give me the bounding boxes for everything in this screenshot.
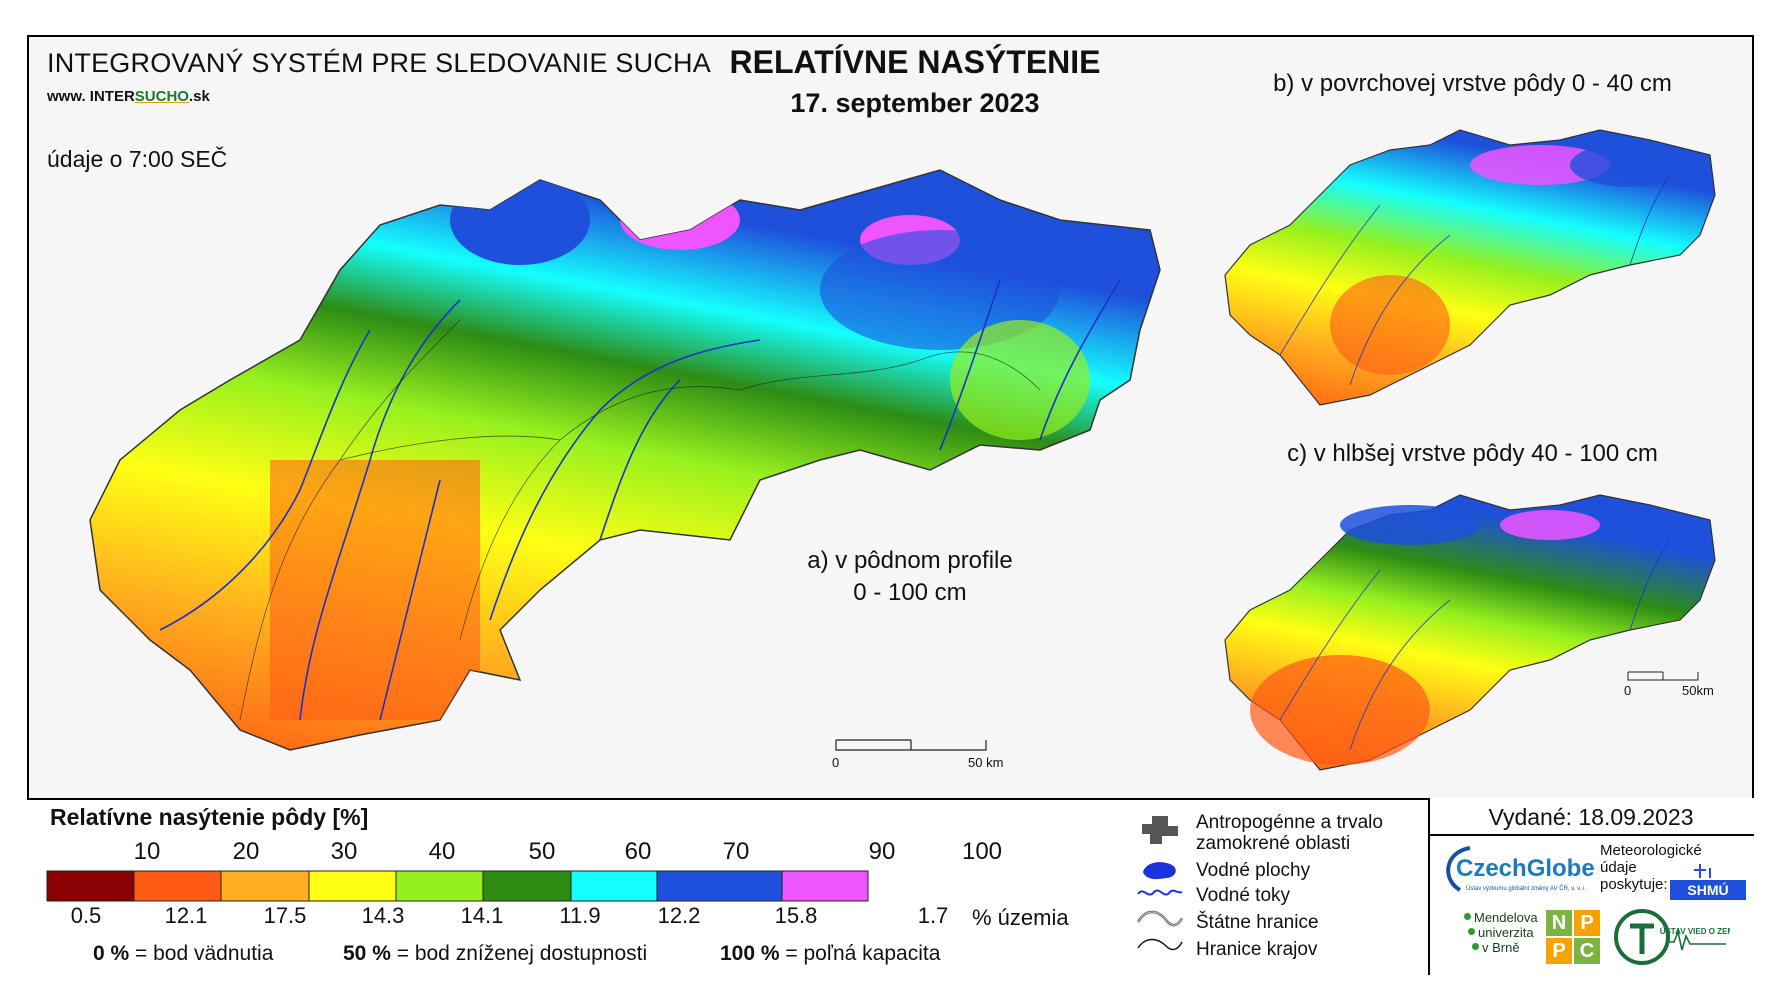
issued-date: Vydané: 18.09.2023 <box>1488 804 1694 830</box>
scale-main-end: 50 km <box>968 755 1004 770</box>
region-border-icon <box>1137 938 1183 951</box>
note-0-value: 0 % <box>93 942 130 965</box>
legend-water-bodies: Vodné plochy <box>1196 860 1311 881</box>
map-a-label: a) v pôdnom profile 0 - 100 cm <box>760 545 1060 609</box>
region-borders-a <box>239 319 1041 721</box>
legend-share-unit: % územia <box>972 905 1069 930</box>
meteo-provider: Meteorologické údaje poskytuje: <box>1600 842 1702 893</box>
uvz-name: ÚSTAV VIED O ZEMI <box>1660 927 1730 936</box>
legend-tick: 70 <box>722 838 750 865</box>
nppc-letter: P <box>1546 938 1572 964</box>
website-url[interactable]: www. INTERSUCHO.sk <box>47 88 210 105</box>
legend-swatch <box>133 870 222 902</box>
page-title: RELATÍVNE NASÝTENIE <box>729 44 1101 80</box>
legend-share: 11.9 <box>559 903 601 928</box>
water-body-icon <box>1143 862 1176 880</box>
note-100-value: 100 % <box>720 942 780 965</box>
czechglobe-name: CzechGlobe <box>1456 855 1595 882</box>
legend-share: 15.8 <box>774 903 818 928</box>
scale-bar-main <box>835 739 987 751</box>
scale-small-end: 50km <box>1682 683 1714 698</box>
map-date: 17. september 2023 <box>790 88 1040 118</box>
note-100-text: = poľná kapacita <box>785 942 941 965</box>
czechglobe-subtitle: Ústav výzkumu globální změny AV ČR, v. v… <box>1466 885 1586 892</box>
anthropogenic-area-icon <box>1142 816 1178 844</box>
legend-rivers: Vodné toky <box>1196 885 1291 906</box>
meteo-line1: Meteorologické <box>1600 842 1702 859</box>
legend-tick: 20 <box>232 838 260 865</box>
legend-swatch <box>220 870 310 902</box>
legend-anthropogenic-line1: Antropogénne a trvalo <box>1196 812 1383 833</box>
issued-divider <box>1428 834 1754 836</box>
legend-swatch <box>482 870 572 902</box>
map-a-label-line2: 0 - 100 cm <box>853 579 967 606</box>
legend-share: 12.1 <box>164 903 208 928</box>
legend-tick: 10 <box>133 838 161 865</box>
rivers-a <box>159 279 1121 721</box>
note-50-value: 50 % <box>343 942 391 965</box>
map-c-label: c) v hlbšej vrstve pôdy 40 - 100 cm <box>1287 440 1658 467</box>
legend-share: 12.2 <box>657 903 701 928</box>
legend-swatch <box>656 870 783 902</box>
map-b-label: b) v povrchovej vrstve pôdy 0 - 40 cm <box>1273 70 1672 97</box>
legend-tick: 90 <box>868 838 896 865</box>
czechglobe-swoosh-icon: CzechGlobe Ústav výzkumu globální změny … <box>1446 846 1595 892</box>
shmu-logo: SHMÚ <box>1670 864 1746 900</box>
legend-anthropogenic: Antropogénne a trvalo zamokrené oblasti <box>1196 812 1383 854</box>
nppc-logo: N P P C <box>1546 910 1602 966</box>
nppc-letter: N <box>1546 910 1572 936</box>
url-suffix: .sk <box>188 88 210 105</box>
legend-anthropogenic-line2: zamokrené oblasti <box>1196 833 1351 854</box>
map-a-soil-profile <box>89 169 1161 751</box>
state-border-icon <box>1136 910 1184 927</box>
scale-small-start: 0 <box>1624 683 1632 698</box>
legend-share: 17.5 <box>263 903 307 928</box>
mendel-line3: v Brně <box>1482 940 1520 955</box>
data-time: údaje o 7:00 SEČ <box>47 146 228 172</box>
legend-tick: 30 <box>330 838 358 865</box>
map-b-topsoil <box>1224 129 1716 406</box>
legend-colorbar <box>46 870 869 902</box>
legend-swatch <box>781 870 869 902</box>
meteo-line2: údaje <box>1600 859 1637 876</box>
uvz-logo: ÚSTAV VIED O ZEMI <box>1614 909 1730 965</box>
url-prefix: www. INTER <box>47 88 135 105</box>
legend-share: 14.3 <box>361 903 405 928</box>
legend-title: Relatívne nasýtenie pôdy [%] <box>50 804 369 830</box>
note-field-capacity: 100 % = poľná kapacita <box>720 942 940 966</box>
system-title: INTEGROVANÝ SYSTÉM PRE SLEDOVANIE SUCHA <box>47 48 711 78</box>
scale-main-start: 0 <box>832 755 840 770</box>
note-wilting-point: 0 % = bod vädnutia <box>93 942 273 966</box>
river-icon <box>1137 889 1183 896</box>
nppc-letter: P <box>1574 910 1600 936</box>
meteo-line3: poskytuje: <box>1600 876 1668 893</box>
legend-swatch <box>395 870 484 902</box>
note-0-text: = bod vädnutia <box>135 942 274 965</box>
legend-share: 14.1 <box>460 903 504 928</box>
url-accent: SUCHO <box>134 88 189 105</box>
note-50-text: = bod zníženej dostupnosti <box>396 942 648 965</box>
legend-share: 0.5 <box>70 903 102 928</box>
mendel-line1: Mendelova <box>1474 910 1538 925</box>
note-reduced-availability: 50 % = bod zníženej dostupnosti <box>343 942 647 966</box>
legend-tick: 40 <box>428 838 456 865</box>
legend-tick: 50 <box>528 838 556 865</box>
legend-swatch <box>570 870 658 902</box>
legend-swatch <box>308 870 397 902</box>
nppc-letter: C <box>1574 938 1600 964</box>
map-c-subsoil <box>1224 494 1716 771</box>
legend-swatch <box>46 870 135 902</box>
legend-region-border: Hranice krajov <box>1196 939 1318 960</box>
map-a-label-line1: a) v pôdnom profile <box>807 547 1013 574</box>
mendel-line2: univerzita <box>1478 925 1534 940</box>
legend-state-border: Štátne hranice <box>1196 912 1319 933</box>
legend-tick: 100 <box>961 838 1003 865</box>
mendel-university-logo: Mendelova univerzita v Brně <box>1464 910 1538 955</box>
legend-share: 1.7 <box>917 903 949 928</box>
shmu-name: SHMÚ <box>1687 881 1728 898</box>
scale-bar-small <box>1627 671 1699 681</box>
czechglobe-logo: CzechGlobe Ústav výzkumu globální změny … <box>1440 840 1598 900</box>
legend-tick: 60 <box>624 838 652 865</box>
